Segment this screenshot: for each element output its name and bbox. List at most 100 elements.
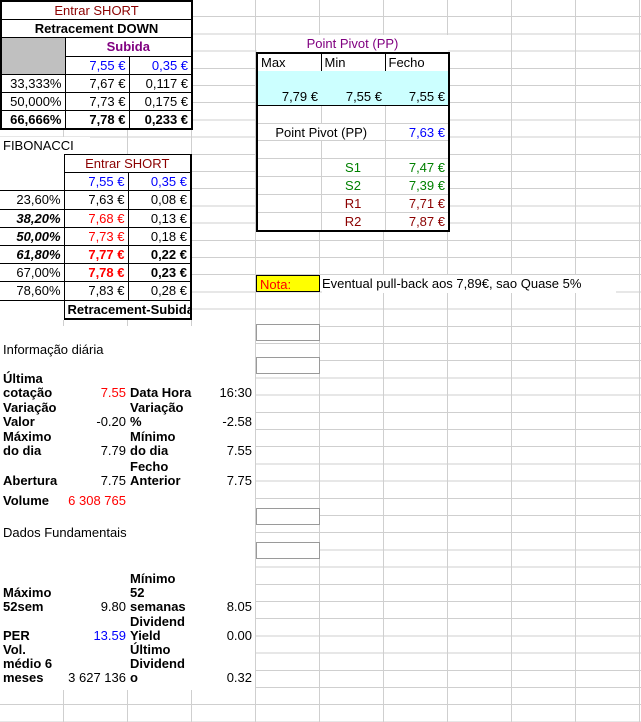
fundamentals-value[interactable]: 13.59 <box>93 628 126 643</box>
fib-pct-cell[interactable]: 50,00% <box>0 227 65 246</box>
nota-text[interactable]: Eventual pull-back aos 7,89€, sao Quase … <box>322 275 616 293</box>
fib-price-cell[interactable]: 7,77 € <box>64 245 129 265</box>
diff-cell[interactable]: 0,117 € <box>129 74 194 93</box>
fundamentals-label[interactable]: Máximo 52sem <box>3 585 52 614</box>
table-title-cell[interactable]: Entrar SHORT <box>0 0 194 21</box>
empty-cell[interactable] <box>256 542 320 559</box>
level-s2-label[interactable]: S2 <box>321 176 386 196</box>
daily-label[interactable]: Abertura <box>3 473 58 488</box>
fib-diff-cell[interactable]: 0,22 € <box>128 245 192 265</box>
fib-pct-cell[interactable]: 78,60% <box>0 281 65 301</box>
empty-cell[interactable] <box>385 105 449 124</box>
pivot-title[interactable]: Point Pivot (PP) <box>257 35 448 52</box>
fundamentals-value[interactable]: 0.32 <box>226 670 252 685</box>
base-price-cell[interactable]: 7,55 € <box>65 56 130 75</box>
price-cell[interactable]: 7,78 € <box>65 110 130 131</box>
fib-price-cell[interactable]: 7,83 € <box>64 281 129 301</box>
level-s2-value[interactable]: 7,39 € <box>385 176 449 196</box>
pct-cell[interactable]: 50,000% <box>0 92 66 112</box>
pct-cell[interactable]: 66,666% <box>0 110 66 131</box>
daily-value[interactable]: 16:30 <box>219 385 252 400</box>
empty-cell[interactable] <box>257 194 322 214</box>
fundamentals-value[interactable]: 0.00 <box>226 628 252 643</box>
empty-cell[interactable] <box>257 212 322 231</box>
daily-value[interactable]: -2.58 <box>222 414 252 429</box>
daily-value[interactable]: 7.55 <box>100 385 126 400</box>
empty-cell[interactable] <box>257 176 322 196</box>
pivot-highlight-row[interactable] <box>257 70 449 88</box>
fib-pct-cell[interactable]: 38,20% <box>0 209 65 228</box>
daily-label[interactable]: Variação % <box>130 400 184 429</box>
fib-price-cell[interactable]: 7,73 € <box>64 227 129 246</box>
level-r1-label[interactable]: R1 <box>321 194 386 214</box>
fib-header-cell[interactable]: Entrar SHORT <box>63 153 192 174</box>
fib-diff-cell[interactable]: 0,28 € <box>128 281 192 301</box>
empty-cell[interactable] <box>0 300 64 319</box>
daily-label[interactable]: Data Hora <box>130 385 192 400</box>
fib-diff-cell[interactable]: 0,08 € <box>128 190 192 210</box>
fundamentals-label[interactable]: Dividend Yield <box>130 614 185 643</box>
fundamentals-value[interactable]: 3 627 136 <box>68 670 126 685</box>
pivot-fecho-value[interactable]: 7,55 € <box>385 87 449 106</box>
price-cell[interactable]: 7,73 € <box>65 92 130 112</box>
daily-value[interactable]: 7.75 <box>226 473 252 488</box>
empty-cell[interactable] <box>0 172 64 192</box>
daily-value[interactable]: 6 308 765 <box>68 493 126 508</box>
pivot-header-min[interactable]: Min <box>321 53 386 71</box>
pivot-header-fecho[interactable]: Fecho <box>388 54 425 70</box>
empty-cell[interactable] <box>257 140 322 160</box>
empty-cell[interactable] <box>321 105 386 124</box>
empty-cell[interactable] <box>0 155 64 173</box>
level-r2-value[interactable]: 7,87 € <box>408 213 445 229</box>
fundamentals-label[interactable]: Último Dividendo <box>130 642 185 685</box>
daily-label[interactable]: Mínimo do dia <box>130 429 176 458</box>
empty-cell[interactable] <box>385 140 449 160</box>
fib-base-price-cell[interactable]: 7,55 € <box>63 172 129 192</box>
daily-section-title[interactable]: Informação diária <box>0 341 104 358</box>
fundamentals-value[interactable]: 8.05 <box>226 599 252 614</box>
daily-label[interactable]: Volume <box>3 493 49 508</box>
empty-cell[interactable] <box>321 140 386 160</box>
fib-base-diff-cell[interactable]: 0,35 € <box>128 172 192 192</box>
empty-cell[interactable] <box>256 324 320 341</box>
fib-diff-cell[interactable]: 0,13 € <box>128 209 192 228</box>
level-r1-value[interactable]: 7,71 € <box>385 194 449 214</box>
fib-diff-cell[interactable]: 0,23 € <box>128 263 192 283</box>
fundamentals-section-title[interactable]: Dados Fundamentais <box>0 524 127 541</box>
pp-label-cell[interactable]: Point Pivot (PP) <box>257 123 386 142</box>
fib-price-cell[interactable]: 7,63 € <box>64 190 129 210</box>
fib-pct-cell[interactable]: 67,00% <box>0 263 65 283</box>
empty-cell[interactable] <box>256 357 320 374</box>
daily-label[interactable]: Última cotação <box>3 371 53 400</box>
fib-price-cell[interactable]: 7,68 € <box>64 209 129 228</box>
pivot-header-max[interactable]: Max <box>257 53 322 71</box>
pivot-max-value[interactable]: 7,79 € <box>257 87 321 106</box>
fibonacci-label[interactable]: FIBONACCI <box>0 137 74 154</box>
fundamentals-label[interactable]: PER <box>3 628 30 643</box>
empty-cell[interactable] <box>257 158 322 178</box>
daily-value[interactable]: -0.20 <box>96 414 126 429</box>
daily-label[interactable]: Máximo do dia <box>3 429 52 458</box>
table-subtitle-cell[interactable]: Retracement DOWN <box>0 19 194 39</box>
fib-price-cell[interactable]: 7,78 € <box>64 263 129 283</box>
pp-value-cell[interactable]: 7,63 € <box>385 123 449 142</box>
price-cell[interactable]: 7,67 € <box>65 74 130 93</box>
diff-cell[interactable]: 0,233 € <box>129 110 194 131</box>
fib-footer-cell[interactable]: Retracement-Subida <box>63 300 192 320</box>
daily-value[interactable]: 7.75 <box>100 473 126 488</box>
pct-cell[interactable]: 33,333% <box>0 74 66 93</box>
base-diff-cell[interactable]: 0,35 € <box>129 56 194 75</box>
gray-corner-cell[interactable] <box>0 37 66 75</box>
fundamentals-value[interactable]: 9.80 <box>100 599 126 614</box>
level-s1-label[interactable]: S1 <box>321 158 386 178</box>
fib-pct-cell[interactable]: 23,60% <box>0 190 65 210</box>
subida-header-cell[interactable]: Subida <box>65 37 194 57</box>
empty-cell[interactable] <box>256 508 320 525</box>
empty-cell[interactable] <box>257 105 322 124</box>
daily-value[interactable]: 7.79 <box>100 443 126 458</box>
daily-label[interactable]: Fecho Anterior <box>130 459 181 488</box>
nota-label-cell[interactable]: Nota: <box>256 275 320 292</box>
level-r2-label[interactable]: R2 <box>321 212 386 231</box>
pivot-min-value[interactable]: 7,55 € <box>321 87 385 106</box>
fib-diff-cell[interactable]: 0,18 € <box>128 227 192 246</box>
